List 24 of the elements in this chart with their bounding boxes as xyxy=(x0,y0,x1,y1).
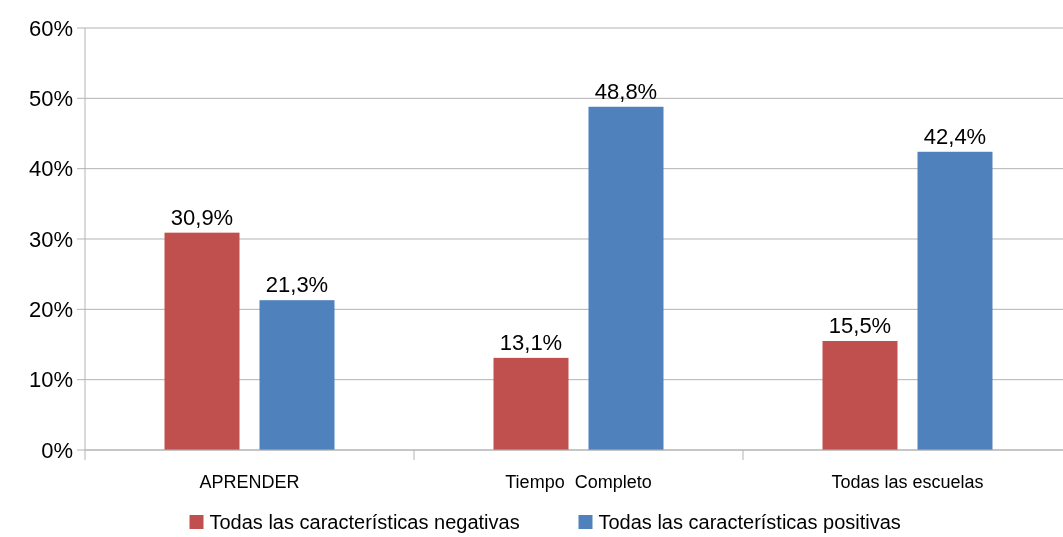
bar xyxy=(259,300,335,450)
y-tick-label: 10% xyxy=(28,367,73,393)
x-tick-label: Todas las escuelas xyxy=(831,472,984,492)
legend-label: Todas las características positivas xyxy=(598,511,901,533)
y-tick-label: 60% xyxy=(28,15,73,41)
x-tick-label: APRENDER xyxy=(199,472,300,492)
data-label: 42,4% xyxy=(923,123,987,149)
bar xyxy=(164,232,240,450)
bar xyxy=(917,151,993,450)
data-label: 13,1% xyxy=(499,329,563,355)
y-tick-label: 40% xyxy=(28,156,73,182)
legend-label: Todas las características negativas xyxy=(209,511,520,533)
data-label: 48,8% xyxy=(594,78,658,104)
bar xyxy=(588,106,664,450)
y-tick-label: 30% xyxy=(28,226,73,252)
data-label: 30,9% xyxy=(170,204,234,230)
y-tick-label: 20% xyxy=(28,297,73,323)
data-label: 21,3% xyxy=(265,272,329,298)
y-tick-label: 50% xyxy=(28,86,73,112)
y-tick-label: 0% xyxy=(41,437,73,463)
x-tick-label: Tiempo Completo xyxy=(505,472,652,492)
data-label: 15,5% xyxy=(828,312,892,338)
bar xyxy=(822,340,898,450)
bar xyxy=(493,357,569,450)
